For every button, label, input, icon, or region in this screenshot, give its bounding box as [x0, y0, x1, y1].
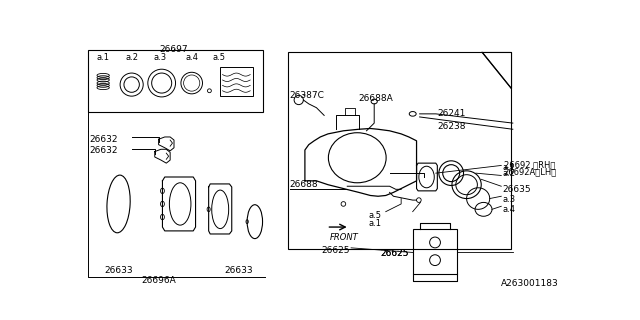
Text: 26633: 26633 [224, 266, 253, 275]
Text: 26692A〈LH〉: 26692A〈LH〉 [504, 168, 557, 177]
Text: a.4: a.4 [185, 53, 198, 62]
Text: 26625: 26625 [321, 246, 349, 255]
Text: a.1: a.1 [503, 163, 516, 172]
Text: 26696A: 26696A [141, 276, 176, 284]
Text: a.1: a.1 [368, 219, 381, 228]
Text: 26625: 26625 [380, 250, 409, 259]
Bar [220, 67, 253, 96]
Text: 26692 〈RH〉: 26692 〈RH〉 [504, 160, 555, 169]
Polygon shape [482, 52, 511, 88]
Text: a.3: a.3 [503, 195, 516, 204]
Text: a.1: a.1 [97, 53, 109, 62]
Text: 26632: 26632 [90, 146, 118, 155]
Text: a.3: a.3 [154, 53, 166, 62]
Text: a.5: a.5 [368, 211, 381, 220]
Text: 26241: 26241 [437, 109, 466, 118]
Text: a.2: a.2 [503, 169, 516, 178]
Text: a.4: a.4 [503, 205, 516, 214]
Text: 26633: 26633 [105, 266, 133, 275]
Text: 26697: 26697 [160, 45, 188, 54]
Bar [88, 50, 263, 112]
Text: 26238: 26238 [437, 122, 466, 131]
Text: 26387C: 26387C [289, 91, 324, 100]
Bar [288, 52, 511, 249]
Text: a.5: a.5 [212, 53, 225, 62]
Text: 26635: 26635 [503, 185, 531, 194]
Bar [413, 229, 458, 274]
Text: 26688A: 26688A [359, 94, 394, 103]
Text: 26625: 26625 [380, 250, 409, 259]
Text: 26688: 26688 [289, 180, 318, 189]
Text: A263001183: A263001183 [501, 279, 559, 288]
Text: FRONT: FRONT [330, 233, 358, 242]
Text: a.2: a.2 [125, 53, 138, 62]
Text: 26632: 26632 [90, 135, 118, 144]
